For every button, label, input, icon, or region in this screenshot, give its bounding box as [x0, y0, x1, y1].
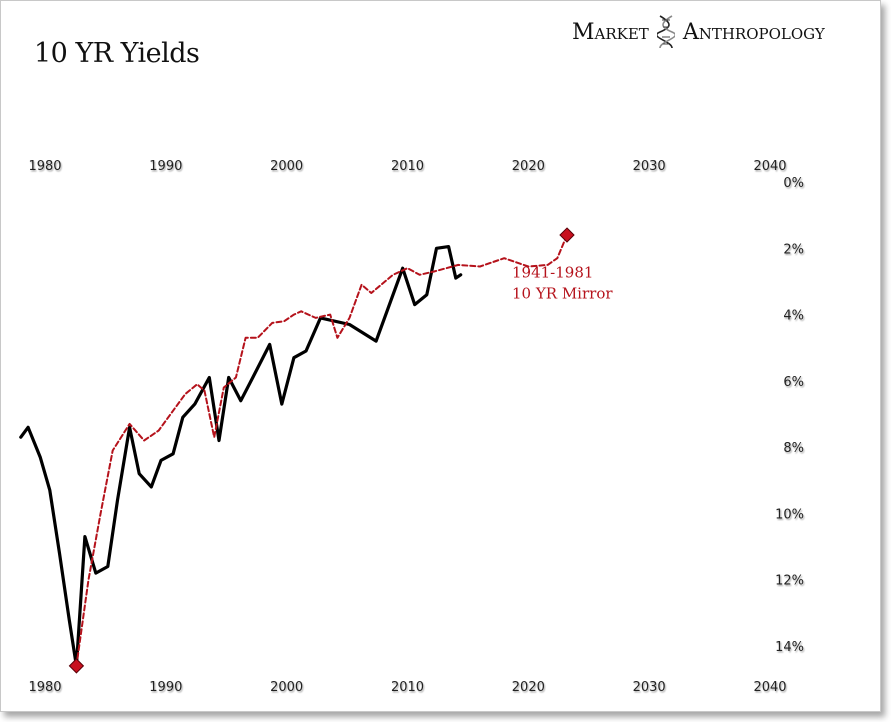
chart-frame [0, 0, 881, 712]
x-tick-label-bottom: 1990 [149, 680, 182, 695]
x-axis-top: 1980 1990 2000 2010 2020 2030 2040 [28, 159, 786, 174]
y-tick-label: 0% [783, 176, 804, 191]
brand-name-second: Anthropology [682, 19, 825, 45]
marker-layer [68, 227, 575, 674]
y-axis: 0% 2% 4% 6% 8% 10% 12% 14% [775, 176, 804, 655]
x-tick-label-bottom: 2000 [270, 680, 303, 695]
diamond-marker [559, 227, 575, 243]
diamond-marker [68, 658, 85, 674]
series-annotation-line: 1941-1981 [512, 263, 593, 281]
y-tick-label: 6% [783, 375, 804, 390]
annotation-layer: 1941-1981 10 YR Mirror [512, 263, 613, 302]
x-tick-label-top: 2040 [753, 159, 786, 174]
x-tick-label-top: 1980 [28, 159, 61, 174]
x-tick-label-top: 2030 [633, 159, 666, 174]
y-tick-label: 4% [783, 309, 804, 324]
x-tick-label-bottom: 2030 [633, 680, 666, 695]
dna-helix-icon [656, 15, 675, 49]
brand-logo: Market Anthropology [572, 14, 825, 50]
series-annotation-line: 10 YR Mirror [512, 284, 613, 302]
x-tick-label-top: 2000 [270, 159, 303, 174]
y-tick-label: 10% [775, 507, 804, 522]
y-tick-label: 14% [775, 640, 804, 655]
x-tick-label-top: 1990 [149, 159, 182, 174]
series-line-mirror [75, 234, 568, 667]
series-layer [19, 234, 568, 668]
series-line-actual-yields [19, 245, 463, 668]
y-tick-label: 8% [783, 441, 804, 456]
chart-title: 10 YR Yields [34, 38, 200, 69]
x-tick-label-bottom: 2020 [512, 680, 545, 695]
x-tick-label-top: 2020 [512, 159, 545, 174]
y-tick-label: 2% [783, 242, 804, 257]
brand-name-first: Market [572, 19, 649, 45]
x-axis-bottom: 1980 1990 2000 2010 2020 2030 2040 [28, 680, 786, 695]
x-tick-label-bottom: 2040 [753, 680, 786, 695]
x-tick-label-bottom: 1980 [28, 680, 61, 695]
y-tick-label: 12% [775, 574, 804, 589]
x-tick-label-top: 2010 [391, 159, 424, 174]
x-tick-label-bottom: 2010 [391, 680, 424, 695]
